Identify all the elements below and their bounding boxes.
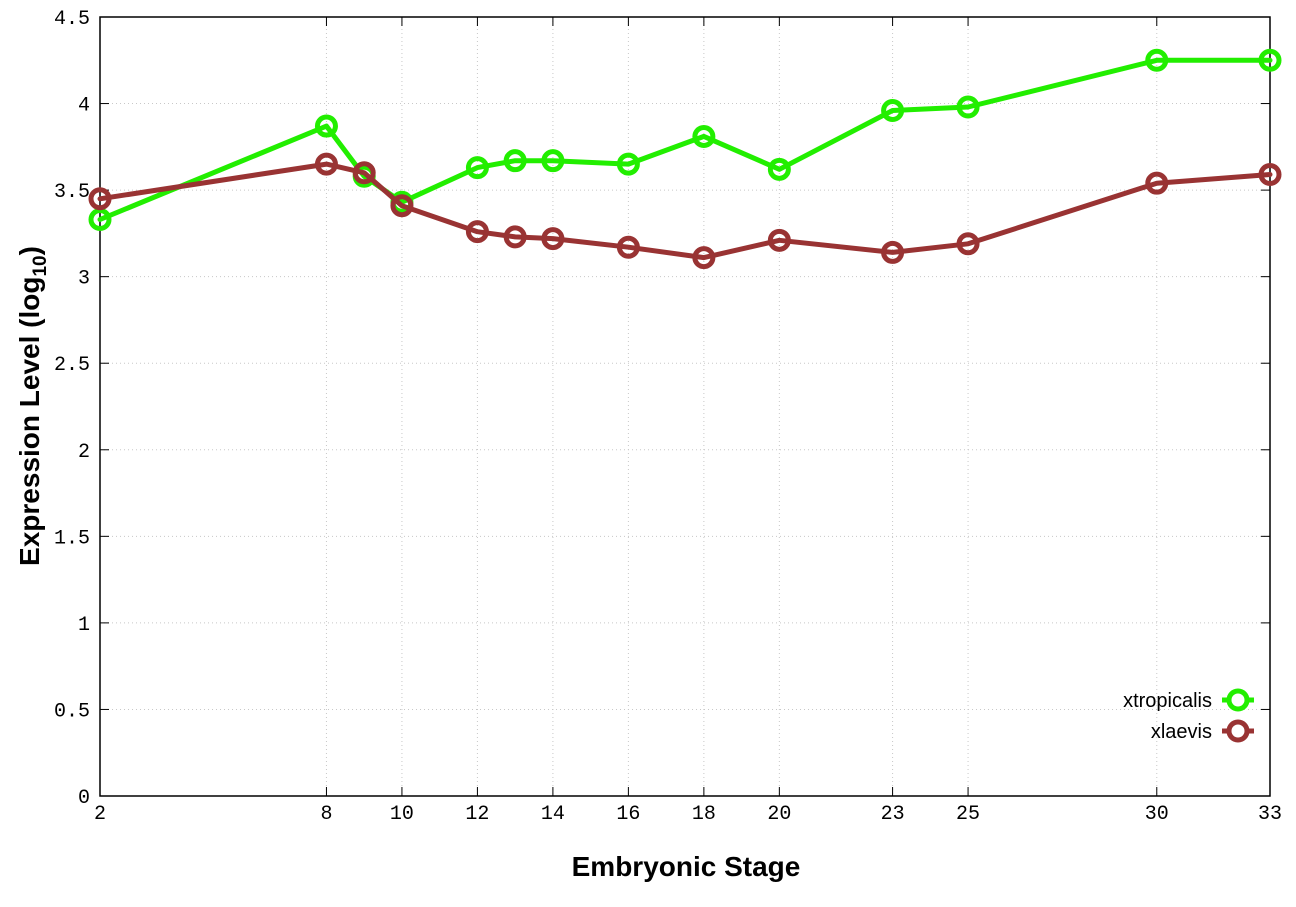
data-point-xtropicalis [541,149,565,173]
x-tick-label: 8 [320,803,332,826]
y-tick-label: 4.5 [54,8,90,31]
data-point-xlaevis [465,220,489,244]
data-point-xlaevis [616,235,640,259]
data-point-xlaevis [541,227,565,251]
x-tick-label: 33 [1258,803,1282,826]
data-point-xlaevis [314,152,338,176]
data-point-xtropicalis [616,152,640,176]
y-tick-label: 2 [78,441,90,464]
gridlines [100,17,1270,796]
plot-frame [99,16,1271,797]
series-line-xlaevis [97,161,1273,261]
legend-label: xtropicalis [1123,690,1212,712]
data-point-xlaevis [956,232,980,256]
x-tick-label: 30 [1145,803,1169,826]
data-point-xtropicalis [314,114,338,138]
x-tick-label: 12 [465,803,489,826]
y-tick-label: 4 [78,95,90,118]
data-point-xlaevis [1145,171,1169,195]
legend-label: xlaevis [1151,721,1212,743]
series-line-xtropicalis [97,57,1273,222]
y-tick-label: 1 [78,614,90,637]
data-point-xlaevis [503,225,527,249]
data-point-xtropicalis [767,157,791,181]
x-tick-label: 14 [541,803,565,826]
x-tick-label: 2 [94,803,106,826]
x-tick-label: 23 [881,803,905,826]
y-tick-label: 0 [78,787,90,810]
data-point-xtropicalis [1145,48,1169,72]
y-tick-label: 3.5 [54,181,90,204]
y-axis-title-subscript: 10 [30,255,51,276]
y-tick-label: 3 [78,268,90,291]
y-axis-title: Expression Level (log10) [14,246,51,566]
data-point-xtropicalis [1258,48,1282,72]
y-axis-title-close: ) [14,246,45,255]
data-point-xlaevis [692,246,716,270]
data-point-xlaevis [88,187,112,211]
data-point-xlaevis [390,194,414,218]
y-tick-label: 2.5 [54,354,90,377]
x-axis-title: Embryonic Stage [572,851,801,882]
data-point-xtropicalis [88,208,112,232]
data-point-xtropicalis [465,156,489,180]
data-point-xlaevis [352,161,376,185]
x-tick-label: 25 [956,803,980,826]
data-point-xtropicalis [956,95,980,119]
y-tick-label: 0.5 [54,700,90,723]
x-tick-label: 10 [390,803,414,826]
data-point-xtropicalis [503,149,527,173]
series-lines [88,48,1282,270]
data-point-xlaevis [1258,163,1282,187]
data-point-xlaevis [767,228,791,252]
x-tick-label: 20 [767,803,791,826]
legend-marker [1226,719,1250,743]
legend-marker [1226,688,1250,712]
x-tick-label: 18 [692,803,716,826]
legend: xtropicalis xlaevis [1123,688,1254,743]
data-point-xtropicalis [881,98,905,122]
y-axis-title-main: Expression Level (log [14,277,45,566]
data-point-xtropicalis [692,124,716,148]
ticks: 0 0.5 1 1.5 2 2.5 3 3.5 4 4.5 2 8 10 12 14 16 18 20 23 25 30… [54,8,1282,826]
y-tick-label: 1.5 [54,527,90,550]
data-point-xlaevis [881,240,905,264]
x-tick-label: 16 [616,803,640,826]
